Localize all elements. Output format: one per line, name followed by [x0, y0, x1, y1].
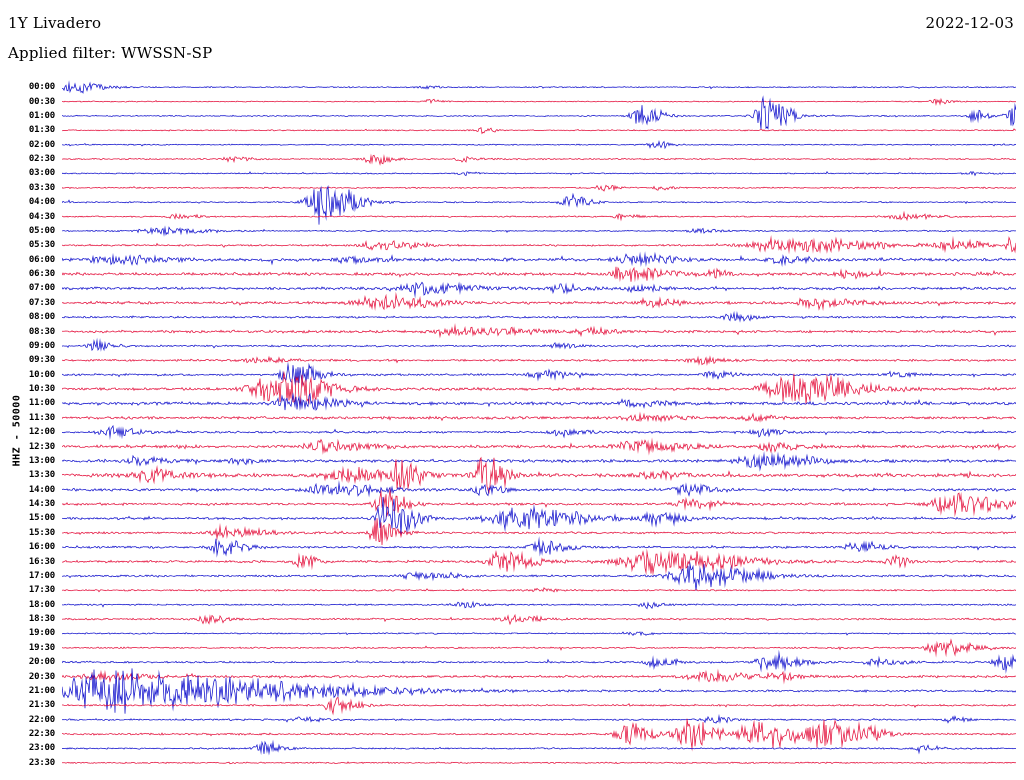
time-label: 09:00 — [28, 340, 55, 351]
filter-label: Applied filter: WWSSN-SP — [8, 44, 213, 62]
time-label: 03:30 — [28, 182, 55, 193]
time-label: 12:30 — [28, 441, 55, 452]
time-label: 15:00 — [28, 513, 55, 524]
time-label: 20:30 — [28, 671, 55, 682]
time-label: 18:00 — [28, 599, 55, 610]
time-label: 14:30 — [28, 499, 55, 510]
time-label: 01:30 — [28, 125, 55, 136]
time-label: 02:00 — [28, 139, 55, 150]
time-label: 11:00 — [28, 398, 55, 409]
time-label: 07:00 — [28, 283, 55, 294]
time-label: 19:30 — [28, 642, 55, 653]
time-label: 07:30 — [28, 297, 55, 308]
time-label: 05:30 — [28, 240, 55, 251]
time-labels: 00:00 00:30 01:00 01:30 02:00 02:30 03:00 03:30… — [0, 80, 58, 770]
station-title: 1Y Livadero — [8, 14, 102, 32]
time-label: 16:00 — [28, 542, 55, 553]
time-label: 17:30 — [28, 585, 55, 596]
time-label: 22:30 — [28, 729, 55, 740]
time-label: 11:30 — [28, 412, 55, 423]
time-label: 20:00 — [28, 657, 55, 668]
time-label: 23:30 — [28, 757, 55, 768]
time-label: 06:00 — [28, 254, 55, 265]
time-label: 00:30 — [28, 96, 55, 107]
time-label: 14:00 — [28, 484, 55, 495]
time-label: 15:30 — [28, 527, 55, 538]
time-label: 21:00 — [28, 685, 55, 696]
time-label: 23:00 — [28, 743, 55, 754]
time-label: 22:00 — [28, 714, 55, 725]
time-label: 01:00 — [28, 110, 55, 121]
time-label: 12:00 — [28, 427, 55, 438]
time-label: 17:00 — [28, 570, 55, 581]
time-label: 13:30 — [28, 470, 55, 481]
trace-canvas — [62, 80, 1016, 770]
time-label: 02:30 — [28, 154, 55, 165]
time-label: 10:30 — [28, 384, 55, 395]
time-label: 18:30 — [28, 614, 55, 625]
time-label: 04:00 — [28, 197, 55, 208]
time-label: 00:00 — [28, 82, 55, 93]
header-date: 2022-12-03 — [925, 14, 1014, 32]
time-label: 21:30 — [28, 700, 55, 711]
time-label: 08:30 — [28, 326, 55, 337]
time-label: 10:00 — [28, 369, 55, 380]
time-label: 16:30 — [28, 556, 55, 567]
time-label: 09:30 — [28, 355, 55, 366]
time-label: 08:00 — [28, 312, 55, 323]
time-label: 13:00 — [28, 455, 55, 466]
time-label: 05:00 — [28, 225, 55, 236]
time-label: 19:00 — [28, 628, 55, 639]
time-label: 03:00 — [28, 168, 55, 179]
time-label: 04:30 — [28, 211, 55, 222]
time-label: 06:30 — [28, 269, 55, 280]
